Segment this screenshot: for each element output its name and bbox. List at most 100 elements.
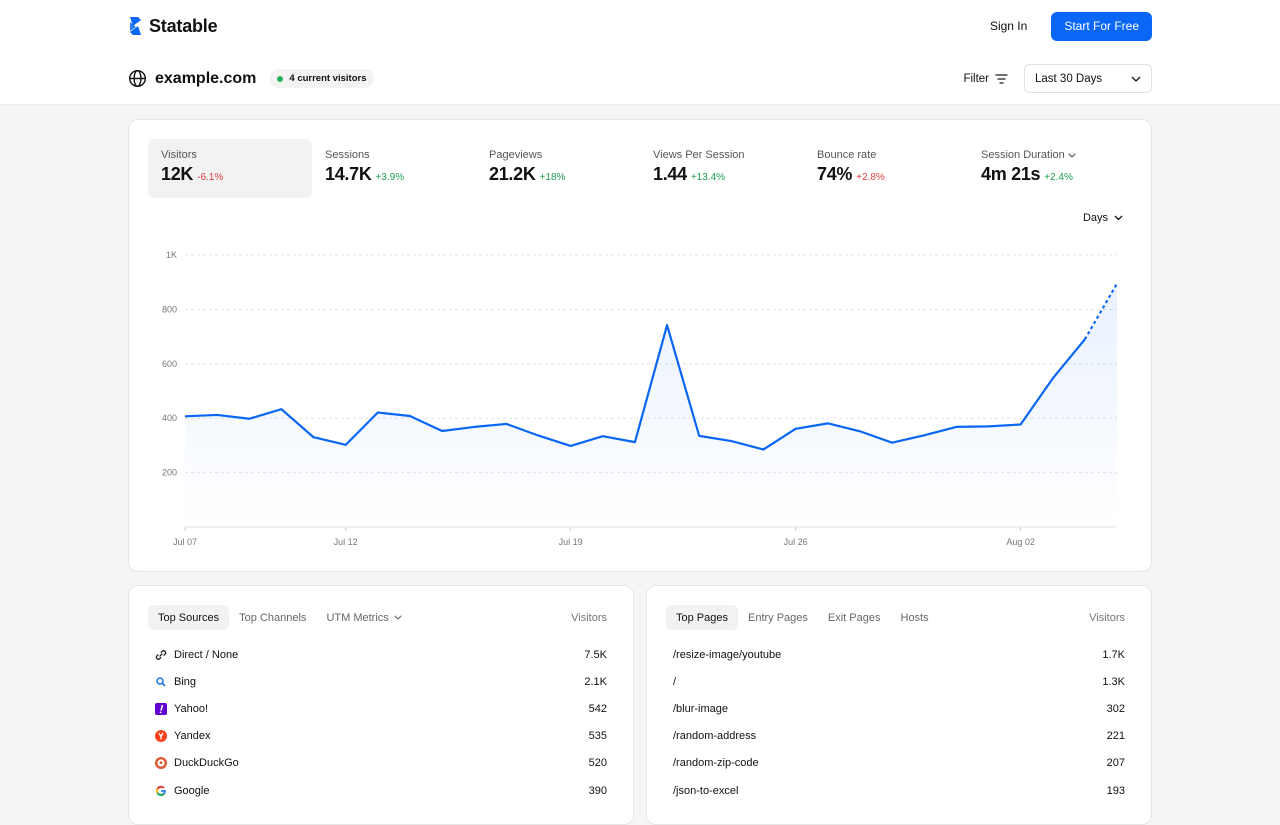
metric-value: 12K <box>161 164 194 184</box>
source-name: Bing <box>174 675 197 688</box>
page-value: 1.3K <box>1102 675 1125 688</box>
pages-card: Top Pages Entry Pages Exit Pages Hosts V… <box>646 585 1152 825</box>
tab-label: UTM Metrics <box>326 611 389 624</box>
page-value: 207 <box>1106 757 1125 770</box>
metric-change: +18% <box>539 172 566 183</box>
sources-list: Direct / None 7.5K Bing 2.1K Yahoo! 542 … <box>155 641 607 804</box>
page-path: / <box>673 675 677 688</box>
chevron-down-icon <box>1131 76 1141 82</box>
page-path: /random-zip-code <box>673 757 759 770</box>
tab-entry-pages[interactable]: Entry Pages <box>747 611 808 624</box>
metric-sessions[interactable]: Sessions 14.7K +3.9% <box>312 139 476 198</box>
list-item[interactable]: Yahoo! 542 <box>155 695 607 722</box>
yahoo-icon <box>155 702 167 715</box>
page-path: /json-to-excel <box>673 784 739 797</box>
metric-value: 4m 21s <box>981 164 1041 184</box>
sources-card: Top Sources Top Channels UTM Metrics Vis… <box>128 585 634 825</box>
start-free-button[interactable]: Start For Free <box>1051 11 1152 41</box>
source-value: 7.5K <box>584 648 607 661</box>
source-value: 520 <box>588 757 607 770</box>
x-tick-label: Aug 02 <box>1006 537 1035 547</box>
visitors-column-header: Visitors <box>571 611 607 624</box>
live-visitors-label: 4 current visitors <box>289 73 367 84</box>
navbar: Statable Sign In Start For Free <box>128 11 1152 41</box>
y-tick-label: 400 <box>162 413 177 423</box>
sign-in-link[interactable]: Sign In <box>989 19 1028 33</box>
series-area <box>185 283 1117 527</box>
y-tick-label: 1K <box>166 250 177 260</box>
y-tick-label: 800 <box>162 304 177 314</box>
page-value: 302 <box>1106 702 1125 715</box>
link-icon <box>155 649 167 661</box>
tab-top-sources[interactable]: Top Sources <box>148 605 230 630</box>
y-tick-label: 600 <box>162 359 177 369</box>
interval-select[interactable]: Days <box>1083 212 1123 224</box>
y-tick-label: 200 <box>162 468 177 478</box>
tab-exit-pages[interactable]: Exit Pages <box>827 611 881 624</box>
page-path: /resize-image/youtube <box>673 648 782 661</box>
visitors-column-header: Visitors <box>1089 611 1125 624</box>
filter-lines-icon <box>995 73 1008 84</box>
google-icon <box>155 785 167 797</box>
metric-label: Pageviews <box>489 149 543 161</box>
metric-label: Sessions <box>325 149 370 161</box>
source-name: Yandex <box>174 730 211 743</box>
list-item[interactable]: /random-address 221 <box>673 723 1125 750</box>
date-range-select[interactable]: Last 30 Days <box>1024 64 1152 93</box>
source-name: Direct / None <box>174 648 239 661</box>
series-line-projected <box>1083 283 1118 340</box>
tab-hosts[interactable]: Hosts <box>900 611 929 624</box>
brand-name: Statable <box>149 15 218 36</box>
metric-bounce-rate[interactable]: Bounce rate 74% +2.8% <box>804 139 968 198</box>
list-item[interactable]: Yandex 535 <box>155 723 607 750</box>
list-item[interactable]: Direct / None 7.5K <box>155 641 607 668</box>
pages-list: /resize-image/youtube 1.7K / 1.3K /blur-im… <box>673 641 1125 804</box>
date-range-label: Last 30 Days <box>1035 72 1103 85</box>
list-item[interactable]: Bing 2.1K <box>155 668 607 695</box>
source-value: 2.1K <box>584 675 607 688</box>
source-value: 542 <box>588 702 607 715</box>
metric-value: 21.2K <box>489 164 536 184</box>
metric-session-duration[interactable]: Session Duration 4m 21s +2.4% <box>968 139 1132 198</box>
metric-views-per-session[interactable]: Views Per Session 1.44 +13.4% <box>640 139 804 198</box>
x-tick-label: Jul 26 <box>784 537 808 547</box>
tab-top-channels[interactable]: Top Channels <box>239 611 307 624</box>
list-item[interactable]: Google 390 <box>155 777 607 804</box>
top-bar: Statable Sign In Start For Free example.… <box>0 0 1280 105</box>
x-tick-label: Jul 19 <box>559 537 583 547</box>
list-item[interactable]: DuckDuckGo 520 <box>155 750 607 777</box>
metric-label: Visitors <box>161 149 197 161</box>
metric-label: Views Per Session <box>653 149 745 161</box>
duckduckgo-icon <box>155 757 167 770</box>
live-dot-icon <box>277 75 284 82</box>
filter-button[interactable]: Filter <box>963 73 1008 85</box>
visitors-line-chart: 200 400 600 800 1K Jul 07 Jul 12 Jul 19 Jul 26 Au… <box>162 250 1118 547</box>
source-value: 535 <box>588 730 607 743</box>
metric-value: 1.44 <box>653 164 687 184</box>
metric-pageviews[interactable]: Pageviews 21.2K +18% <box>476 139 640 198</box>
list-item[interactable]: /json-to-excel 193 <box>673 777 1125 804</box>
metric-visitors[interactable]: Visitors 12K -6.1% <box>148 139 312 198</box>
list-item[interactable]: /random-zip-code 207 <box>673 750 1125 777</box>
metric-tabs: Visitors 12K -6.1% Sessions 14.7K +3.9% Pa… <box>148 139 1132 198</box>
interval-label: Days <box>1082 212 1108 224</box>
x-tick-label: Jul 07 <box>173 537 197 547</box>
list-item[interactable]: /resize-image/youtube 1.7K <box>673 641 1125 668</box>
source-name: Google <box>174 784 210 797</box>
list-item[interactable]: / 1.3K <box>673 668 1125 695</box>
page-path: /random-address <box>673 730 757 743</box>
metric-label-wrap: Session Duration <box>981 149 1119 161</box>
page-value: 221 <box>1106 730 1125 743</box>
page-value: 193 <box>1106 784 1125 797</box>
metric-label: Bounce rate <box>817 149 877 161</box>
list-item[interactable]: /blur-image 302 <box>673 695 1125 722</box>
chevron-down-icon <box>1068 152 1076 158</box>
tab-utm-metrics[interactable]: UTM Metrics <box>316 605 411 630</box>
site-header: example.com 4 current visitors Filter La… <box>128 64 1152 93</box>
tab-top-pages[interactable]: Top Pages <box>666 605 738 630</box>
site-name[interactable]: example.com <box>155 69 257 87</box>
metric-change: +13.4% <box>690 172 726 183</box>
page-path: /blur-image <box>673 702 729 715</box>
brand-logo[interactable]: Statable <box>128 15 218 37</box>
metric-value: 74% <box>817 164 853 184</box>
